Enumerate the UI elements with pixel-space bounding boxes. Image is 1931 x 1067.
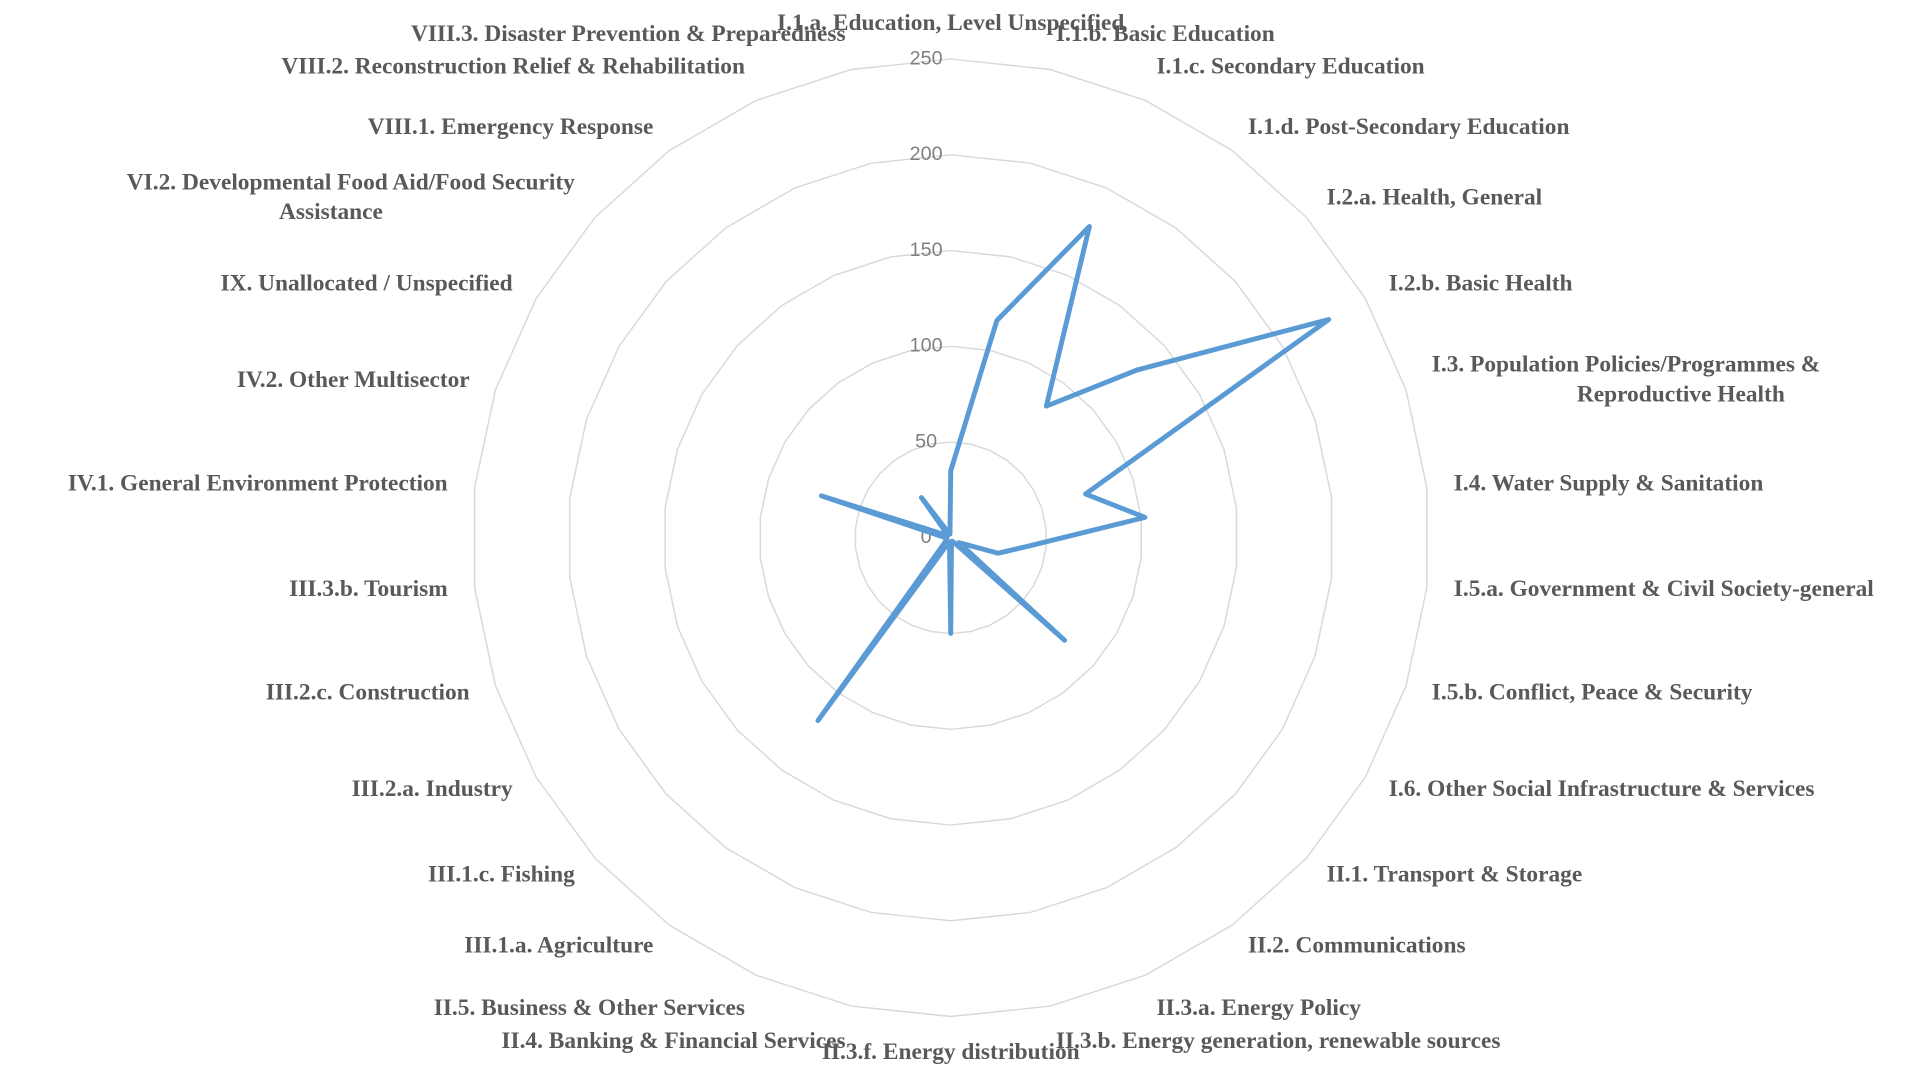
category-label: VIII.2. Reconstruction Relief & Rehabili… bbox=[281, 54, 745, 80]
grid-ring bbox=[473, 58, 1428, 1018]
category-label: III.1.a. Agriculture bbox=[464, 932, 653, 958]
category-label: I.1.a. Education, Level Unspecified bbox=[777, 10, 1124, 36]
category-label: I.1.d. Post-Secondary Education bbox=[1248, 114, 1569, 140]
category-label: I.6. Other Social Infrastructure & Servi… bbox=[1389, 776, 1815, 802]
category-label: VIII.1. Emergency Response bbox=[368, 114, 654, 140]
tick-label: 100 bbox=[910, 335, 943, 357]
category-label: I.1.c. Secondary Education bbox=[1156, 54, 1424, 80]
category-label: I.4. Water Supply & Sanitation bbox=[1454, 470, 1764, 496]
data-line bbox=[815, 223, 1332, 724]
category-label: III.3.b. Tourism bbox=[289, 576, 448, 602]
grid-ring bbox=[569, 154, 1333, 922]
category-label: II.2. Communications bbox=[1248, 932, 1466, 958]
category-label: I.1.b. Basic Education bbox=[1056, 21, 1275, 47]
category-label: I.2.b. Basic Health bbox=[1389, 270, 1573, 296]
category-label: II.3.b. Energy generation, renewable sou… bbox=[1056, 1028, 1501, 1054]
tick-label: 200 bbox=[910, 143, 943, 165]
category-label: II.4. Banking & Financial Services bbox=[501, 1028, 845, 1054]
category-label: II.5. Business & Other Services bbox=[434, 995, 745, 1021]
tick-label: 250 bbox=[910, 47, 943, 69]
grid-ring bbox=[664, 249, 1238, 826]
category-label: IV.2. Other Multisector bbox=[237, 367, 470, 393]
category-label: II.1. Transport & Storage bbox=[1327, 862, 1583, 888]
tick-label: 150 bbox=[910, 239, 943, 261]
category-label: I.5.a. Government & Civil Society-genera… bbox=[1454, 576, 1875, 602]
category-label: III.1.c. Fishing bbox=[428, 862, 575, 888]
category-label: I.3. Population Policies/Programmes & Re… bbox=[1432, 352, 1820, 408]
category-label: II.3.a. Energy Policy bbox=[1156, 995, 1361, 1021]
category-label: VIII.3. Disaster Prevention & Preparedne… bbox=[411, 21, 846, 47]
category-label: I.2.a. Health, General bbox=[1327, 185, 1543, 211]
tick-label: 0 bbox=[921, 526, 932, 548]
category-label: VI.2. Developmental Food Aid/Food Securi… bbox=[127, 170, 575, 226]
category-label: II.3.f. Energy distribution bbox=[822, 1039, 1080, 1065]
category-label: IV.1. General Environment Protection bbox=[68, 470, 448, 496]
category-label: III.2.a. Industry bbox=[352, 776, 513, 802]
category-label: I.5.b. Conflict, Peace & Security bbox=[1432, 679, 1753, 705]
category-label: IX. Unallocated / Unspecified bbox=[221, 270, 513, 296]
category-label: III.2.c. Construction bbox=[266, 679, 470, 705]
grid-ring bbox=[759, 345, 1142, 731]
tick-label: 50 bbox=[915, 430, 937, 452]
